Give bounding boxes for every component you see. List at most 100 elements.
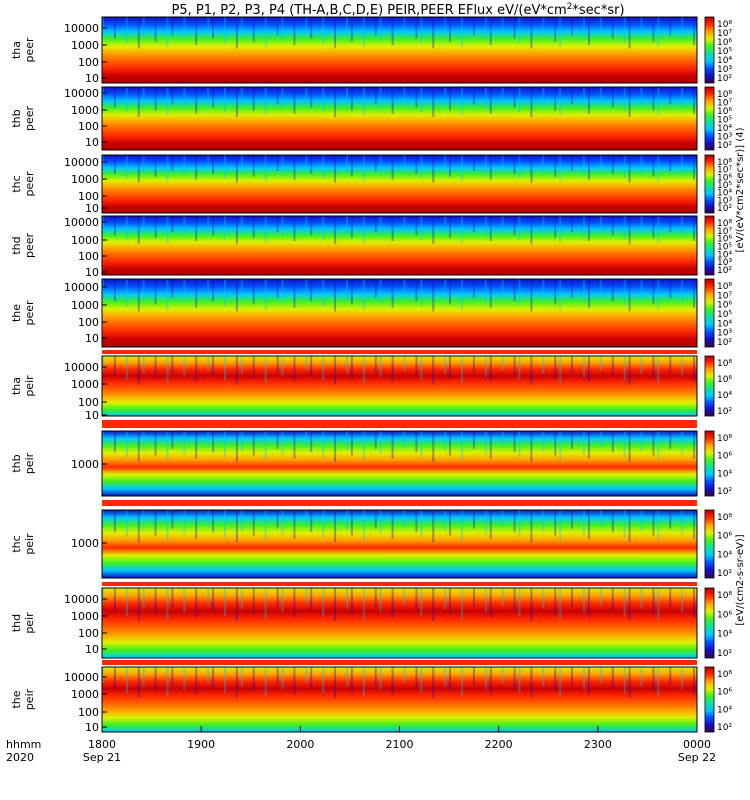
y-tick-label: 10 [85, 266, 99, 279]
colorbar-the-peer [704, 278, 715, 348]
panel-probe-label: thc [10, 175, 23, 192]
colorbar-tick-label: 10³ [717, 133, 732, 143]
panel-separator [102, 350, 697, 354]
x-date-label-end: Sep 22 [678, 751, 716, 764]
colorbar-thb-peer [704, 86, 715, 151]
colorbar-tick-label: 10² [717, 407, 732, 417]
panel-tha-peer: 10000 1000 100 10 tha peer 10⁸10⁷10⁶10⁵10⁴10³1… [10, 16, 732, 85]
colorbar-tick-label: 10⁷ [717, 291, 732, 301]
x-axis-label-hhmm: hhmm [6, 738, 41, 751]
y-tick-label: 100 [78, 316, 99, 329]
spectrogram-thb-peer [102, 87, 697, 150]
spectrogram-texture-thb-peir [102, 431, 696, 462]
y-tick-label: 10 [85, 643, 99, 656]
panel-species-label: peer [23, 37, 36, 63]
panel-probe-label: thc [10, 535, 23, 552]
y-tick-label: 1000 [71, 104, 99, 117]
panel-probe-label: thb [10, 109, 23, 127]
panel-frame-thc-peer [101, 154, 698, 214]
panel-frame-thc-peir [101, 509, 698, 579]
panel-the-peir: 10000 1000 100 10 the peir 10⁸ 10⁶ 10⁴ 10² [10, 666, 732, 734]
panel-probe-label: the [10, 304, 23, 322]
spectrogram-texture-the-peer [102, 279, 696, 312]
colorbar-tick-label: 10⁶ [717, 38, 732, 48]
y-tick-label: 10000 [64, 156, 99, 169]
panel-species-label: peer [23, 171, 36, 197]
colorbar-tick-label: 10⁵ [717, 243, 732, 253]
x-tick-label: 0000 [683, 738, 711, 751]
colorbar-tick-label: 10⁸ [717, 513, 732, 523]
panel-species-label: peir [23, 688, 36, 710]
y-tick-label: 10 [85, 721, 99, 734]
spectrogram-texture-thd-peir [102, 588, 696, 622]
spectrogram-thc-peir [102, 510, 697, 578]
spectrogram-thb-peir [102, 431, 697, 496]
colorbar-tick-label: 10⁶ [717, 688, 732, 698]
spectrogram-texture-thb-peer [102, 87, 696, 117]
y-tick-label: 10 [85, 202, 99, 215]
colorbar-tick-label: 10³ [717, 65, 732, 75]
y-tick-label: 10000 [64, 216, 99, 229]
colorbar-tick-label: 10⁷ [717, 166, 732, 176]
panel-probe-label: thb [10, 454, 23, 472]
colorbar-tick-label: 10² [717, 723, 732, 733]
spectrogram-texture-thc-peir [102, 510, 696, 543]
panel-the-peer: 10000 1000 100 10 the peer 10⁸10⁷10⁶10⁵10⁴10³1… [10, 278, 732, 348]
spectrogram-the-peir [102, 667, 697, 732]
y-tick-label: 10000 [64, 22, 99, 35]
x-tick-label: 2100 [386, 738, 414, 751]
y-tick-label: 1000 [71, 537, 99, 550]
spectrogram-thc-peer [102, 155, 697, 213]
panel-frame-tha-peer [101, 16, 698, 84]
panel-probe-label: tha [10, 377, 23, 395]
colorbar-tick-label: 10³ [717, 258, 732, 268]
colorbar-tick-label: 10⁵ [717, 116, 732, 126]
panel-frame-the-peer [101, 278, 698, 348]
colorbar-tick-label: 10⁴ [717, 189, 732, 199]
colorbar-tick-label: 10⁷ [717, 29, 732, 39]
x-tick-label: 2200 [485, 738, 513, 751]
colorbar-tick-label: 10⁶ [717, 610, 732, 620]
spectrogram-thd-peir [102, 588, 697, 658]
x-tick-label: 1800 [88, 738, 116, 751]
panel-frame-thd-peer [101, 215, 698, 276]
spectrogram-thd-peer [102, 216, 697, 275]
colorbar-tick-label: 10⁶ [717, 235, 732, 245]
colorbar-tha-peir [704, 355, 715, 417]
colorbar-tick-label: 10³ [717, 196, 732, 206]
y-tick-label: 10000 [64, 361, 99, 374]
colorbar-tick-label: 10⁸ [717, 670, 732, 680]
colorbar-tick-label: 10⁵ [717, 310, 732, 320]
colorbar-tick-label: 10² [717, 74, 732, 84]
y-tick-label: 10000 [64, 671, 99, 684]
spectrogram-texture-tha-peir [102, 356, 696, 385]
colorbar-tick-label: 10⁴ [717, 124, 732, 134]
colorbar-tick-label: 10⁶ [717, 173, 732, 183]
colorbar-tick-label: 10⁶ [717, 107, 732, 117]
y-tick-label: 1000 [71, 299, 99, 312]
x-tick-label: 2300 [584, 738, 612, 751]
colorbar-tick-label: 10⁴ [717, 550, 732, 560]
panel-separator [102, 582, 697, 586]
panel-species-label: peir [23, 375, 36, 397]
y-tick-label: 100 [78, 627, 99, 640]
colorbar-tick-label: 10⁷ [717, 227, 732, 237]
colorbar-tick-label: 10⁸ [717, 359, 732, 369]
colorbar-units-electron: [eV/(eV*cm2*sec*sr)] (4) [735, 127, 746, 252]
colorbar-tick-label: 10² [717, 649, 732, 659]
colorbar-tick-label: 10⁶ [717, 301, 732, 311]
colorbar-thb-peir [704, 430, 715, 497]
colorbar-tick-label: 10⁸ [717, 282, 732, 292]
x-date-label-start: Sep 21 [83, 751, 121, 764]
panel-thd-peer: 10000 1000 100 10 thd peer 10⁸10⁷10⁶10⁵10⁴10³1… [10, 215, 732, 279]
y-tick-label: 1000 [71, 458, 99, 471]
colorbar-tick-label: 10² [717, 204, 732, 214]
spectrogram-texture-tha-peer [102, 17, 696, 49]
colorbar-tick-label: 10⁸ [717, 434, 732, 444]
colorbar-thc-peir [704, 509, 715, 579]
y-tick-label: 10 [85, 332, 99, 345]
panel-thb-peir: 1000 thb peir 10⁸ 10⁶ 10⁴ 10² [10, 430, 732, 497]
